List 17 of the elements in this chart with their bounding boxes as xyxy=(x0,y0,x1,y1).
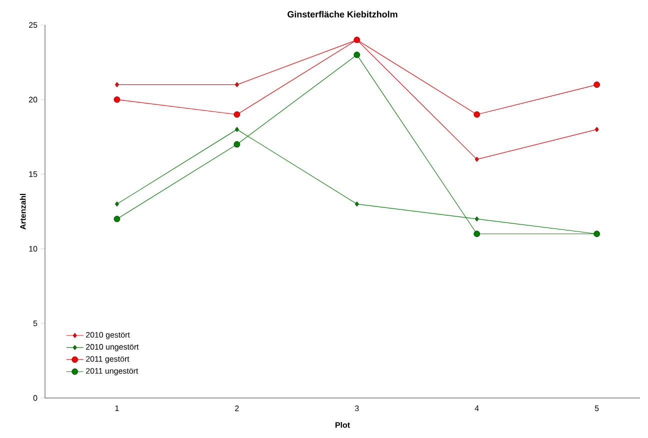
chart-title: Ginsterfläche Kiebitzholm xyxy=(288,10,398,18)
point xyxy=(114,96,120,103)
point xyxy=(474,230,480,238)
point xyxy=(474,216,479,222)
point xyxy=(114,201,119,207)
point xyxy=(234,111,240,118)
point xyxy=(594,126,599,132)
point xyxy=(234,126,239,132)
point xyxy=(354,52,360,58)
point xyxy=(474,111,480,118)
point xyxy=(234,82,239,88)
point xyxy=(114,216,120,222)
point xyxy=(594,81,600,88)
point xyxy=(354,201,359,207)
point xyxy=(234,141,240,148)
point xyxy=(474,156,479,162)
point xyxy=(114,82,119,88)
